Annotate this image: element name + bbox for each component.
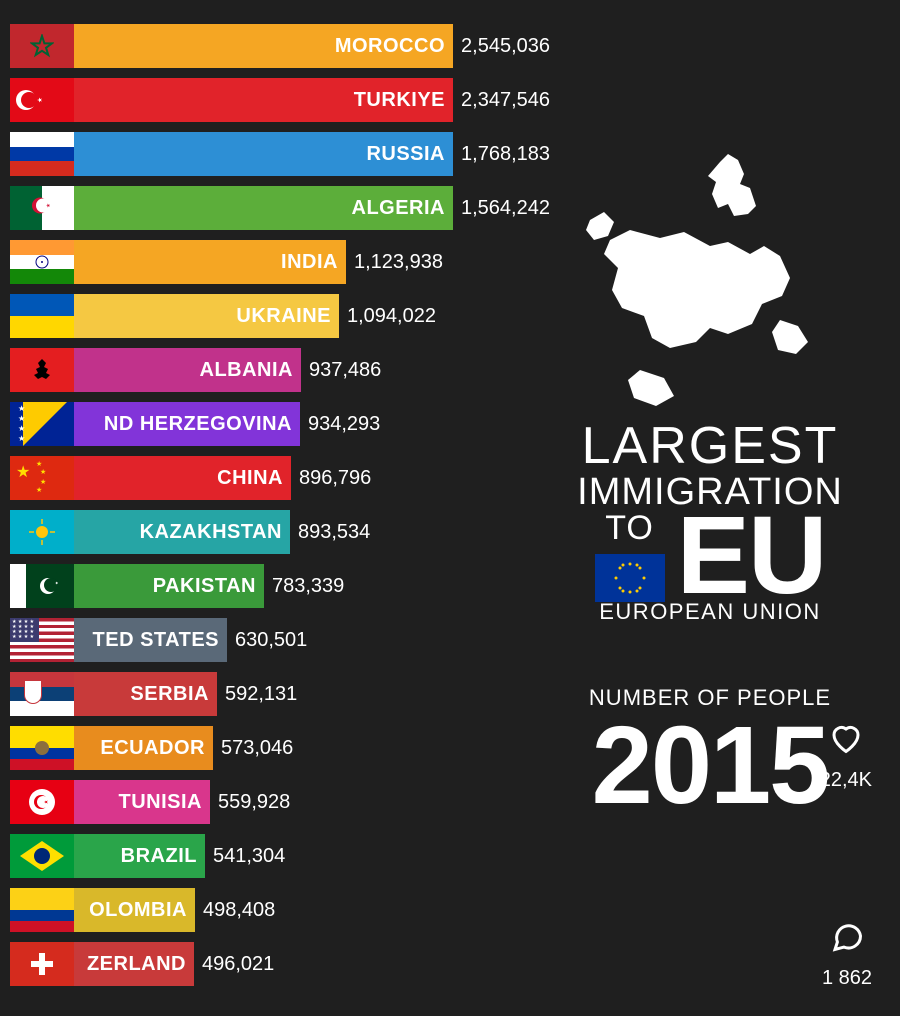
bar-row: ★★★★ND HERZEGOVINA 934,293 [10, 402, 550, 446]
bar-value: 1,094,022 [347, 305, 436, 328]
bar: TUNISIA [74, 780, 210, 824]
bar-row: TUNISIA 559,928 [10, 780, 550, 824]
flag-icon [10, 294, 74, 338]
bar-row: PAKISTAN 783,339 [10, 564, 550, 608]
flag-icon [10, 888, 74, 932]
bar: TED STATES [74, 618, 227, 662]
flag-icon [10, 132, 74, 176]
bar-value: 2,545,036 [461, 35, 550, 58]
flag-icon: ★★★★ [10, 402, 74, 446]
comment-button[interactable]: 1 862 [822, 918, 872, 990]
bar-row: ZERLAND 496,021 [10, 942, 550, 986]
flag-icon [10, 510, 74, 554]
bar-value: 934,293 [308, 413, 380, 436]
bar-value: 1,123,938 [354, 251, 443, 274]
bar-row: INDIA 1,123,938 [10, 240, 550, 284]
flag-icon: ★★★★★ [10, 456, 74, 500]
flag-icon [10, 240, 74, 284]
comment-count: 1 862 [822, 967, 872, 990]
bar-row: RUSSIA 1,768,183 [10, 132, 550, 176]
bar-value: 1,564,242 [461, 197, 550, 220]
bar-row: OLOMBIA 498,408 [10, 888, 550, 932]
bar: ZERLAND [74, 942, 194, 986]
flag-icon [10, 942, 74, 986]
bar-row: MOROCCO 2,545,036 [10, 24, 550, 68]
bar-value: 893,534 [298, 521, 370, 544]
eu-map-silhouette [570, 150, 850, 410]
bar-value: 1,768,183 [461, 143, 550, 166]
eu-flag-icon [595, 554, 665, 602]
bar: SERBIA [74, 672, 217, 716]
bar: TURKIYE [74, 78, 453, 122]
flag-icon: ★ ★ ★ ★★ ★ ★ ★★ ★ ★ ★★ ★ ★ ★ [10, 618, 74, 662]
bar: KAZAKHSTAN [74, 510, 290, 554]
bar-row: ECUADOR 573,046 [10, 726, 550, 770]
bar: RUSSIA [74, 132, 453, 176]
bar: UKRAINE [74, 294, 339, 338]
bar: ECUADOR [74, 726, 213, 770]
flag-icon [10, 78, 74, 122]
bar-row: ★ ★ ★ ★★ ★ ★ ★★ ★ ★ ★★ ★ ★ ★TED STATES 63… [10, 618, 550, 662]
flag-icon [10, 834, 74, 878]
like-count: 22,4K [820, 769, 872, 792]
bar-row: TURKIYE 2,347,546 [10, 78, 550, 122]
bar-chart: MOROCCO 2,545,036 TURKIYE 2,347,546 RUSSIA 1,… [10, 24, 550, 996]
bar-value: 559,928 [218, 791, 290, 814]
bar: INDIA [74, 240, 346, 284]
bar-value: 937,486 [309, 359, 381, 382]
bar: ND HERZEGOVINA [74, 402, 300, 446]
bar-value: 783,339 [272, 575, 344, 598]
bar: BRAZIL [74, 834, 205, 878]
bar-row: SERBIA 592,131 [10, 672, 550, 716]
bar-value: 541,304 [213, 845, 285, 868]
bar-value: 496,021 [202, 953, 274, 976]
bar-row: ALBANIA 937,486 [10, 348, 550, 392]
flag-icon [10, 186, 74, 230]
bar: PAKISTAN [74, 564, 264, 608]
flag-icon [10, 564, 74, 608]
title-eu: EU [677, 506, 826, 605]
flag-icon [10, 726, 74, 770]
flag-icon [10, 348, 74, 392]
bar-row: BRAZIL 541,304 [10, 834, 550, 878]
bar: ALBANIA [74, 348, 301, 392]
title-to: TO [605, 509, 654, 548]
bar-value: 592,131 [225, 683, 297, 706]
bar-value: 896,796 [299, 467, 371, 490]
bar-row: ★★★★★CHINA 896,796 [10, 456, 550, 500]
bar-value: 2,347,546 [461, 89, 550, 112]
bar: OLOMBIA [74, 888, 195, 932]
bar-value: 498,408 [203, 899, 275, 922]
bar-value: 573,046 [221, 737, 293, 760]
flag-icon [10, 780, 74, 824]
bar: ALGERIA [74, 186, 453, 230]
flag-icon [10, 24, 74, 68]
bar: CHINA [74, 456, 291, 500]
subtitle-european-union: EUROPEAN UNION [540, 599, 880, 625]
like-button[interactable]: 22,4K [820, 720, 872, 792]
bar-value: 630,501 [235, 629, 307, 652]
title-largest: LARGEST [540, 420, 880, 472]
bar: MOROCCO [74, 24, 453, 68]
bar-row: KAZAKHSTAN 893,534 [10, 510, 550, 554]
bar-row: ALGERIA 1,564,242 [10, 186, 550, 230]
bar-row: UKRAINE 1,094,022 [10, 294, 550, 338]
flag-icon [10, 672, 74, 716]
